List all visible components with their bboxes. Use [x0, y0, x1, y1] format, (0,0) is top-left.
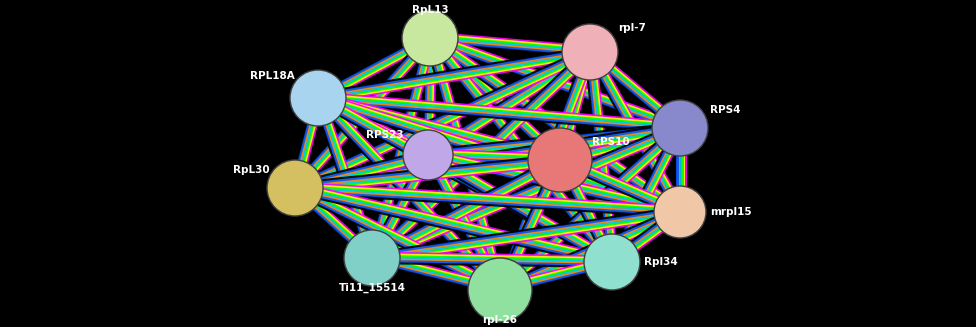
Text: rpl-7: rpl-7 [618, 23, 646, 33]
Circle shape [654, 186, 706, 238]
Circle shape [652, 100, 708, 156]
Text: Ti11_15514: Ti11_15514 [339, 283, 405, 293]
Text: mrpl15: mrpl15 [710, 207, 752, 217]
Text: RPL18A: RPL18A [250, 71, 295, 81]
Circle shape [290, 70, 346, 126]
Text: RpL30: RpL30 [233, 165, 270, 175]
Circle shape [403, 130, 453, 180]
Text: Rpl34: Rpl34 [644, 257, 677, 267]
Circle shape [468, 258, 532, 322]
Circle shape [267, 160, 323, 216]
Circle shape [344, 230, 400, 286]
Circle shape [402, 10, 458, 66]
Circle shape [584, 234, 640, 290]
Text: RPS10: RPS10 [592, 137, 630, 147]
Text: RPS4: RPS4 [710, 105, 741, 115]
Text: rpl-26: rpl-26 [482, 315, 517, 325]
Circle shape [528, 128, 592, 192]
Text: RPS23: RPS23 [366, 130, 404, 140]
Text: RpL13: RpL13 [412, 5, 448, 15]
Circle shape [562, 24, 618, 80]
